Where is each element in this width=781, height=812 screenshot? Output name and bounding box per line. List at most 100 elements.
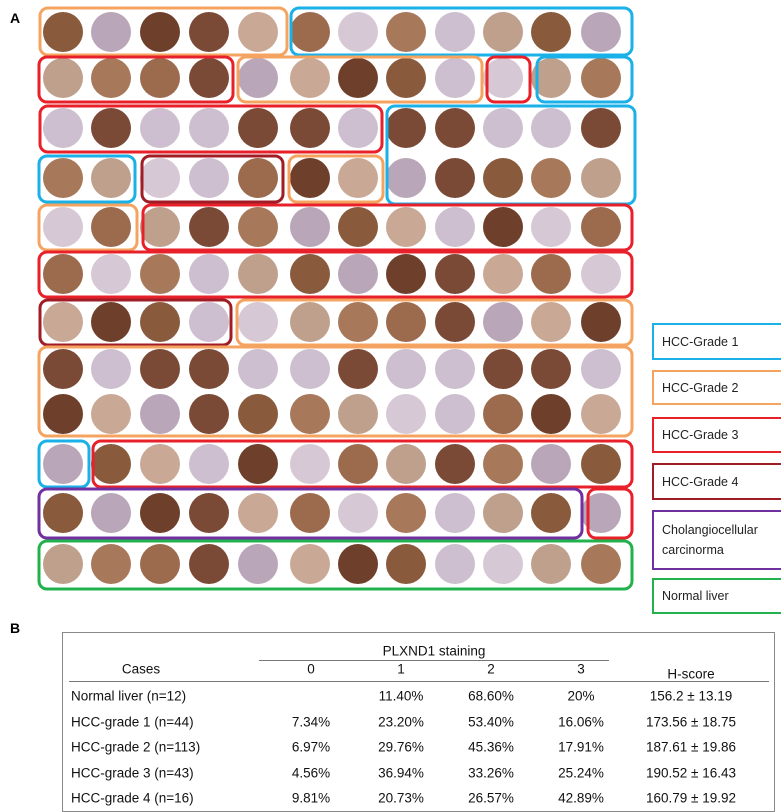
tissue-core [386, 493, 426, 533]
group-box [289, 6, 634, 57]
tissue-core [581, 302, 621, 342]
tissue-core [238, 254, 278, 294]
legend-entry: Cholangiocellular carcinorma [652, 510, 781, 570]
tissue-core [483, 58, 523, 98]
table-cell: 7.34% [291, 714, 331, 729]
tissue-core [189, 493, 229, 533]
tissue-core [531, 254, 571, 294]
tissue-core [238, 349, 278, 389]
tissue-core [338, 207, 378, 247]
tissue-core [581, 108, 621, 148]
group-box [586, 487, 634, 540]
tissue-core [386, 254, 426, 294]
tissue-core [435, 254, 475, 294]
tissue-core [91, 12, 131, 52]
tissue-core [435, 302, 475, 342]
tissue-core [91, 158, 131, 198]
table-cell: 17.91% [558, 739, 604, 755]
tissue-core [238, 493, 278, 533]
tissue-core [338, 493, 378, 533]
tissue-core [91, 349, 131, 389]
tissue-core [581, 444, 621, 484]
tissue-core [531, 302, 571, 342]
tissue-core [290, 544, 330, 584]
table-cell: PLXND1 staining [382, 643, 486, 659]
tissue-core [140, 158, 180, 198]
tissue-core [386, 394, 426, 434]
tissue-core [91, 493, 131, 533]
tissue-core [43, 349, 83, 389]
group-box [236, 55, 484, 104]
tissue-core [581, 58, 621, 98]
tissue-core [338, 302, 378, 342]
tissue-core [386, 444, 426, 484]
table-cell: 3 [577, 661, 585, 677]
tissue-core [43, 394, 83, 434]
tissue-core [140, 254, 180, 294]
tissue-core [435, 444, 475, 484]
tissue-core [238, 394, 278, 434]
tissue-core [435, 349, 475, 389]
table-cell: H-score [667, 666, 715, 682]
tissue-core [435, 12, 475, 52]
tissue-core [189, 207, 229, 247]
tissue-core [189, 349, 229, 389]
tissue-core [386, 58, 426, 98]
tissue-core [189, 254, 229, 294]
tissue-core [435, 207, 475, 247]
group-box [535, 55, 634, 104]
table-cell: 20% [567, 688, 595, 704]
table-cell: 11.40% [378, 688, 424, 704]
tissue-core [238, 302, 278, 342]
table-cell: 187.61 ± 19.86 [646, 739, 736, 755]
tissue-core [43, 302, 83, 342]
tissue-core [483, 493, 523, 533]
tissue-core [290, 254, 330, 294]
tissue-core [91, 444, 131, 484]
table-cell: 4.56% [291, 765, 331, 780]
tissue-core [91, 207, 131, 247]
tissue-core [43, 108, 83, 148]
tissue-core [338, 108, 378, 148]
group-box [38, 6, 289, 57]
table-cell: 160.79 ± 19.92 [646, 790, 736, 806]
tissue-core [386, 108, 426, 148]
group-box [37, 345, 634, 438]
tissue-core [531, 207, 571, 247]
tissue-core [290, 302, 330, 342]
tissue-core [483, 207, 523, 247]
tissue-core [189, 544, 229, 584]
group-box [38, 104, 384, 154]
tissue-core [91, 58, 131, 98]
tissue-core [189, 58, 229, 98]
tissue-core [43, 544, 83, 584]
table-cell: HCC-grade 4 (n=16) [71, 790, 194, 806]
table-cell: HCC-grade 2 (n=113) [71, 739, 201, 755]
table-cell: 6.97% [291, 739, 331, 755]
tissue-core [238, 207, 278, 247]
tissue-core [189, 158, 229, 198]
group-box [37, 487, 584, 540]
tissue-core [581, 349, 621, 389]
tissue-core [189, 12, 229, 52]
tissue-core [338, 444, 378, 484]
legend-entry: HCC-Grade 1 [652, 323, 781, 360]
tissue-core [435, 158, 475, 198]
table-cell: Normal liver (n=12) [71, 688, 187, 704]
tissue-core [290, 444, 330, 484]
tissue-core [189, 444, 229, 484]
tissue-core [386, 158, 426, 198]
table-cell: HCC-grade 3 (n=43) [71, 765, 194, 780]
tissue-core [581, 207, 621, 247]
tissue-core [483, 108, 523, 148]
tissue-core [531, 544, 571, 584]
table-cell: 1 [397, 661, 405, 677]
tissue-core [386, 207, 426, 247]
table-cell: 20.73% [378, 790, 424, 806]
table-cell: 68.60% [468, 688, 514, 704]
rule [259, 660, 609, 661]
table-cell: 156.2 ± 13.19 [649, 688, 733, 704]
tissue-core [140, 58, 180, 98]
tissue-core [290, 12, 330, 52]
tissue-core [483, 349, 523, 389]
